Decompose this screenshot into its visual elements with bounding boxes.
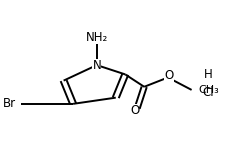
Text: O: O	[164, 69, 174, 82]
Text: H: H	[204, 68, 212, 81]
Text: N: N	[92, 59, 101, 72]
Text: NH₂: NH₂	[86, 31, 108, 44]
Text: Cl: Cl	[202, 86, 214, 100]
Text: O: O	[130, 104, 139, 117]
Text: CH₃: CH₃	[199, 85, 219, 95]
Text: Br: Br	[3, 97, 16, 110]
